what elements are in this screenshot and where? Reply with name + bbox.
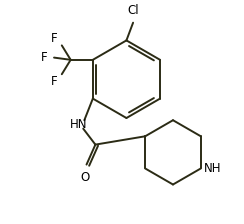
Text: F: F [41, 51, 48, 64]
Text: F: F [51, 75, 57, 88]
Text: O: O [81, 171, 90, 184]
Text: F: F [51, 32, 57, 45]
Text: NH: NH [204, 162, 222, 175]
Text: HN: HN [70, 118, 88, 131]
Text: Cl: Cl [128, 4, 139, 17]
